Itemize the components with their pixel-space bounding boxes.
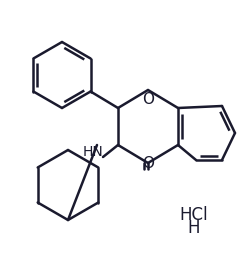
Text: O: O <box>142 92 154 108</box>
Text: HCl: HCl <box>180 206 208 224</box>
Text: O: O <box>142 155 154 171</box>
Text: H: H <box>188 219 200 237</box>
Text: HN: HN <box>82 145 103 159</box>
